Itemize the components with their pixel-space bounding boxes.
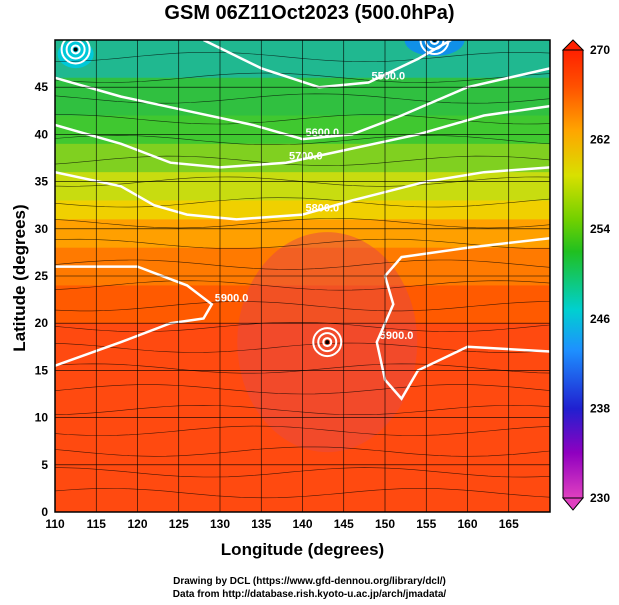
colorbar-tick-label: 246 — [590, 312, 610, 326]
y-tick-label: 45 — [35, 80, 49, 94]
x-tick-label: 140 — [292, 517, 312, 531]
x-tick-labels: 110 115 120 125 130 135 140 145 150 155 160 165 — [45, 517, 519, 531]
x-tick-label: 145 — [334, 517, 354, 531]
vortex-ring — [322, 337, 333, 348]
plot-frame — [54, 39, 551, 513]
colorbar-tick-label: 230 — [590, 491, 610, 505]
vortex-markers — [60, 40, 450, 358]
y-tick-label: 5 — [41, 458, 48, 472]
y-tick-label: 15 — [35, 363, 49, 377]
credit-drawing: Drawing by DCL (https://www.gfd-dennou.o… — [173, 576, 446, 587]
x-axis-label: Longitude (degrees) — [220, 540, 385, 559]
chart-title: GSM 06Z11Oct2023 (500.0hPa) — [164, 2, 455, 24]
vortex-center — [73, 47, 78, 52]
vortex-ring — [429, 40, 440, 45]
vortex-ring — [317, 332, 338, 353]
x-tick-label: 120 — [127, 517, 147, 531]
x-tick-label: 160 — [457, 517, 477, 531]
x-tick-label: 165 — [499, 517, 519, 531]
contour-label: 5900.0 — [380, 330, 414, 342]
x-tick-label: 125 — [169, 517, 189, 531]
y-tick-label: 20 — [35, 316, 49, 330]
vortex-ring — [312, 327, 343, 358]
contour-label: 5900.0 — [215, 292, 249, 304]
colorbar-tick-label: 254 — [590, 222, 610, 236]
x-tick-label: 150 — [375, 517, 395, 531]
contour-label: 5700.0 — [289, 151, 323, 163]
colorbar — [561, 39, 585, 511]
y-tick-label: 30 — [35, 222, 49, 236]
y-axis-label: Latitude (degrees) — [10, 204, 29, 352]
contour-label: 5600.0 — [306, 127, 340, 139]
contour-label: 5500.0 — [372, 70, 406, 82]
vortex-ring — [419, 40, 450, 55]
credit-data: Data from http://database.rish.kyoto-u.a… — [172, 589, 447, 600]
y-tick-label: 10 — [35, 411, 49, 425]
colorbar-top-arrow — [561, 39, 585, 51]
colorbar-bottom-arrow — [561, 497, 585, 511]
colorbar-tick-label: 238 — [590, 401, 610, 415]
x-tick-label: 110 — [45, 517, 65, 531]
colorbar-tick-label: 270 — [590, 43, 610, 57]
vortex-center — [325, 340, 330, 345]
colorbar-tick-labels: 230 238 246 254 262 270 — [590, 43, 610, 505]
y-tick-label: 35 — [35, 175, 49, 189]
y-tick-label: 25 — [35, 269, 49, 283]
contour-label: 5800.0 — [306, 203, 340, 215]
x-tick-label: 115 — [87, 517, 107, 531]
y-tick-label: 0 — [41, 505, 48, 519]
colorbar-body — [562, 49, 584, 499]
y-tick-label: 40 — [35, 127, 49, 141]
vortex-ring — [424, 40, 445, 50]
x-tick-label: 155 — [416, 517, 436, 531]
contour-line — [375, 236, 550, 401]
colorbar-tick-label: 262 — [590, 133, 610, 147]
cold-pool-north — [404, 40, 465, 56]
x-tick-label: 130 — [210, 517, 230, 531]
x-tick-label: 135 — [251, 517, 271, 531]
vortex-ring — [60, 40, 91, 65]
y-tick-labels: 0 5 10 15 20 25 30 35 40 45 — [35, 80, 49, 519]
vortex-ring — [70, 44, 81, 55]
